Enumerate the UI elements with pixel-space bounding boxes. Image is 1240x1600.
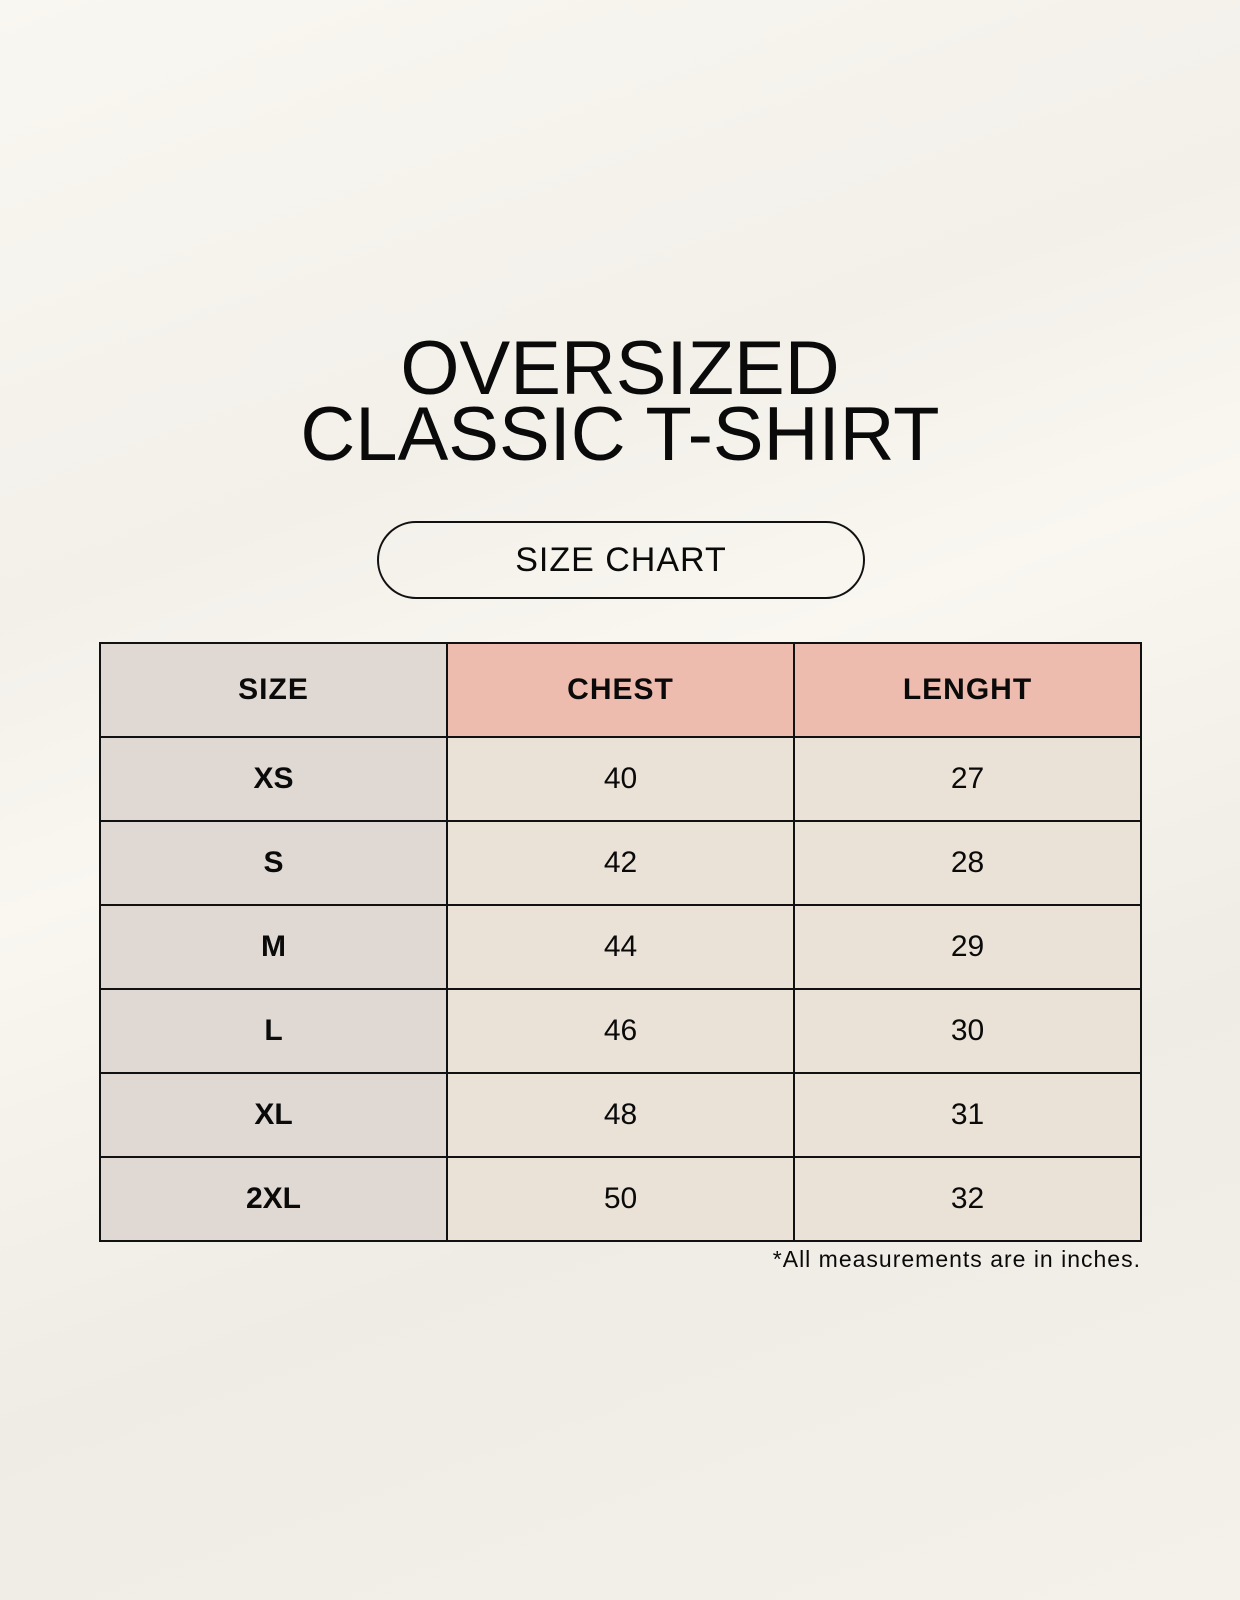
- length-cell: 27: [793, 736, 1142, 822]
- table-row: M 44 29: [99, 904, 1142, 990]
- size-cell: L: [99, 988, 448, 1074]
- size-cell: S: [99, 820, 448, 906]
- title-line-1: OVERSIZED: [400, 326, 840, 411]
- size-table: SIZE CHEST LENGHT XS 40 27 S 42 28 M 44 29 L 46 30 X…: [99, 642, 1142, 1242]
- table-row: 2XL 50 32: [99, 1156, 1142, 1242]
- chest-cell: 44: [446, 904, 795, 990]
- size-cell: XL: [99, 1072, 448, 1158]
- chest-cell: 46: [446, 988, 795, 1074]
- size-cell: 2XL: [99, 1156, 448, 1242]
- length-cell: 30: [793, 988, 1142, 1074]
- table-row: S 42 28: [99, 820, 1142, 906]
- length-cell: 29: [793, 904, 1142, 990]
- size-cell: M: [99, 904, 448, 990]
- page-title: OVERSIZED CLASSIC T-SHIRT: [0, 326, 1240, 477]
- chest-cell: 50: [446, 1156, 795, 1242]
- chest-cell: 40: [446, 736, 795, 822]
- table-row: L 46 30: [99, 988, 1142, 1074]
- title-line-2: CLASSIC T-SHIRT: [300, 392, 940, 477]
- header-length: LENGHT: [793, 642, 1142, 738]
- header-size: SIZE: [99, 642, 448, 738]
- footnote: *All measurements are in inches.: [772, 1246, 1141, 1272]
- table-row: XS 40 27: [99, 736, 1142, 822]
- header-chest: CHEST: [446, 642, 795, 738]
- table-header-row: SIZE CHEST LENGHT: [99, 642, 1142, 738]
- table-row: XL 48 31: [99, 1072, 1142, 1158]
- size-chart-badge: SIZE CHART: [377, 521, 865, 599]
- length-cell: 31: [793, 1072, 1142, 1158]
- length-cell: 32: [793, 1156, 1142, 1242]
- size-cell: XS: [99, 736, 448, 822]
- length-cell: 28: [793, 820, 1142, 906]
- chest-cell: 42: [446, 820, 795, 906]
- chest-cell: 48: [446, 1072, 795, 1158]
